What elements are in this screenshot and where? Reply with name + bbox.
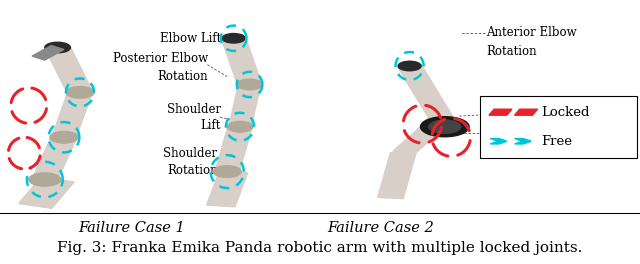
Circle shape [45,42,70,53]
Circle shape [66,87,94,98]
Text: Failure Case 1: Failure Case 1 [78,221,184,235]
Polygon shape [398,65,453,120]
Polygon shape [52,92,92,138]
Text: Fig. 3: Franka Emika Panda robotic arm with multiple locked joints.: Fig. 3: Franka Emika Panda robotic arm w… [58,241,582,255]
Circle shape [429,120,461,133]
Polygon shape [215,126,252,172]
Circle shape [398,61,421,71]
Circle shape [213,166,241,177]
Text: Rotation: Rotation [167,164,218,177]
Text: Locked: Locked [541,106,589,119]
Text: Shoulder: Shoulder [166,103,221,116]
Text: Lift: Lift [200,119,221,132]
FancyBboxPatch shape [480,96,637,158]
Polygon shape [229,84,260,127]
Polygon shape [490,139,507,144]
Polygon shape [207,171,248,207]
Text: Free: Free [541,135,572,148]
Circle shape [50,131,78,143]
Text: Wrist Rotation: Wrist Rotation [483,127,569,140]
Text: Wrist Lift: Wrist Lift [483,108,539,121]
Polygon shape [221,37,262,85]
Text: Posterior Elbow: Posterior Elbow [113,51,208,65]
Circle shape [227,121,253,132]
Circle shape [237,79,262,90]
Text: Failure Case 2: Failure Case 2 [328,221,434,235]
Text: Elbow Lift: Elbow Lift [159,32,221,45]
Circle shape [29,173,61,186]
Text: Anterior Elbow: Anterior Elbow [486,26,577,40]
Polygon shape [32,45,64,60]
Text: Rotation: Rotation [157,70,208,83]
Polygon shape [489,109,512,115]
Text: Shoulder: Shoulder [163,147,218,160]
Polygon shape [378,153,416,199]
Polygon shape [515,109,538,115]
Polygon shape [45,46,93,93]
Polygon shape [515,139,531,144]
Circle shape [222,34,245,43]
Polygon shape [393,117,452,155]
Circle shape [420,117,469,137]
Text: Rotation: Rotation [486,45,537,58]
Polygon shape [32,136,77,181]
Polygon shape [19,177,74,208]
